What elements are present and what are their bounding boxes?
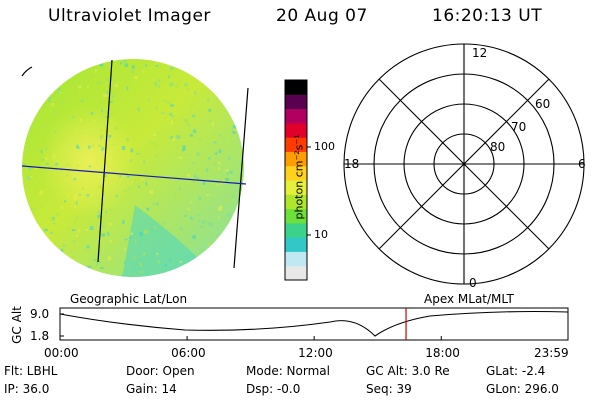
timeline-xtick-label: 12:00 [298, 346, 333, 360]
status-ip: IP: 36.0 [4, 382, 50, 396]
colorbar-cell [285, 108, 307, 124]
date-label: 20 Aug 07 [276, 6, 368, 26]
timeline-axis-name: GC Alt [10, 306, 24, 344]
status-glat: GLat: -2.4 [486, 364, 546, 378]
status-glon: GLon: 296.0 [486, 382, 559, 396]
meridian-line [97, 59, 113, 263]
lat-label-60: 60 [535, 97, 551, 111]
polar-diagonal-2 [378, 78, 550, 250]
uv-earth-image [21, 59, 249, 277]
colorbar-cell [285, 122, 307, 138]
timeline-xtick-label: 06:00 [171, 346, 206, 360]
timeline-right-caption: Apex MLat/MLT [424, 292, 514, 306]
colorbar-label-10: 10 [314, 228, 328, 241]
status-flt: Flt: LBHL [4, 364, 58, 378]
colorbar-cell [285, 180, 307, 195]
colorbar-cell [285, 165, 307, 181]
meridian-line-east [233, 87, 249, 269]
status-gain: Gain: 14 [126, 382, 177, 396]
colorbar [284, 79, 311, 281]
status-door: Door: Open [126, 364, 195, 378]
mlt-label-12: 12 [472, 46, 488, 60]
mlt-label-0: 0 [469, 276, 477, 290]
colorbar-cell [285, 137, 307, 152]
altitude-timeline [59, 307, 569, 341]
status-mode: Mode: Normal [246, 364, 330, 378]
timeline-ytick-1.8: 1.8 [30, 329, 50, 343]
timeline-ytick-9: 9.0 [30, 307, 50, 321]
status-seq: Seq: 39 [366, 382, 412, 396]
colorbar-label-100: 100 [314, 140, 335, 153]
lat-label-70: 70 [511, 120, 527, 134]
colorbar-unit-label: photon cm⁻²s⁻¹ [292, 134, 306, 220]
colorbar-cell [285, 208, 307, 224]
lat-label-80: 80 [490, 140, 506, 154]
colorbar-cell [285, 94, 307, 110]
status-dsp: Dsp: -0.0 [246, 382, 301, 396]
time-label: 16:20:13 UT [432, 6, 543, 26]
colorbar-cell [285, 251, 307, 267]
colorbar-cell [285, 237, 307, 252]
polar-plot [343, 43, 585, 285]
mlt-label-18: 18 [344, 157, 360, 171]
timeline-left-caption: Geographic Lat/Lon [70, 292, 188, 306]
altitude-curve [59, 310, 569, 337]
colorbar-cell [285, 80, 307, 95]
timeline-xtick-label: 00:00 [44, 346, 79, 360]
status-gc-alt: GC Alt: 3.0 Re [366, 364, 450, 378]
colorbar-cell [285, 151, 307, 167]
colorbar-cell [285, 194, 307, 210]
timeline-xtick-label: 18:00 [425, 346, 460, 360]
colorbar-cell [285, 265, 307, 281]
equator-line [21, 165, 247, 185]
colorbar-cell [285, 222, 307, 238]
timeline-xtick-label: 23:59 [534, 346, 569, 360]
app-title: Ultraviolet Imager [48, 6, 211, 26]
limb-tick [21, 66, 33, 77]
mlt-label-6: 6 [578, 157, 586, 171]
